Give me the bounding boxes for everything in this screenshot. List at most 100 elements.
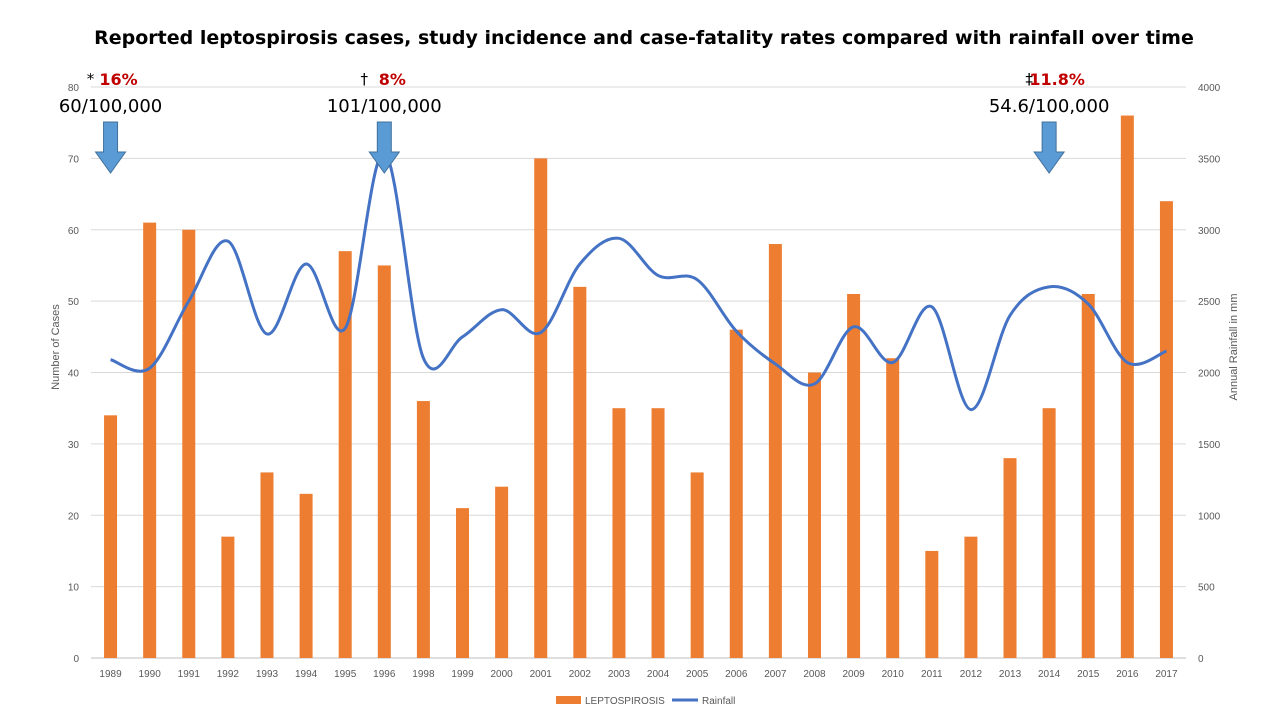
annotation-incidence: 60/100,000 bbox=[59, 96, 162, 117]
rainfall-line bbox=[110, 151, 1168, 412]
x-tick-label: 2016 bbox=[1116, 669, 1139, 680]
bar bbox=[1042, 408, 1056, 658]
x-tick-label: 2006 bbox=[725, 669, 748, 680]
legend: LEPTOSPIROSIS Rainfall bbox=[556, 696, 735, 707]
x-tick-label: 1990 bbox=[139, 669, 162, 680]
chart-title: Reported leptospirosis cases, study inci… bbox=[94, 27, 1194, 49]
annotation-symbol: † bbox=[361, 70, 369, 88]
bar bbox=[612, 408, 626, 658]
bar bbox=[104, 415, 118, 658]
y2-tick-label: 0 bbox=[1198, 654, 1204, 665]
x-tick-label: 2012 bbox=[960, 669, 983, 680]
y-tick-label: 70 bbox=[68, 154, 80, 165]
annotation-symbol: * bbox=[87, 70, 95, 88]
bar bbox=[729, 329, 743, 658]
bar bbox=[768, 244, 782, 658]
bar bbox=[925, 550, 939, 658]
bar bbox=[886, 358, 900, 658]
y-tick-label: 40 bbox=[68, 369, 80, 380]
bar bbox=[143, 222, 157, 659]
annotation-incidence: 54.6/100,000 bbox=[989, 96, 1110, 117]
x-tick-label: 1999 bbox=[451, 669, 474, 680]
x-tick-label: 1996 bbox=[373, 669, 396, 680]
x-tick-label: 2000 bbox=[491, 669, 514, 680]
bar-series bbox=[104, 115, 1173, 659]
bar bbox=[573, 286, 587, 658]
y-tick-label: 0 bbox=[73, 654, 79, 665]
bar bbox=[1003, 458, 1017, 658]
x-tick-label: 1995 bbox=[334, 669, 357, 680]
x-tick-label: 2003 bbox=[608, 669, 631, 680]
x-tick-label: 1994 bbox=[295, 669, 318, 680]
y-tick-label: 80 bbox=[68, 83, 80, 94]
down-arrow-icon bbox=[368, 121, 401, 174]
y2-tick-label: 3500 bbox=[1198, 154, 1221, 165]
bar bbox=[1081, 293, 1095, 658]
y2-axis-title: Annual Rainfall in mm bbox=[1228, 294, 1240, 401]
bar bbox=[1159, 201, 1173, 658]
y-tick-label: 60 bbox=[68, 226, 80, 237]
y2-tick-label: 1000 bbox=[1198, 511, 1221, 522]
y2-tick-label: 2000 bbox=[1198, 369, 1221, 380]
bar bbox=[690, 472, 704, 658]
annotations: * 16% 60/100,000 † 8% 101/100,000 ‡11.8% 54.6/1… bbox=[59, 70, 1110, 174]
bar bbox=[1120, 115, 1134, 659]
bar bbox=[182, 229, 196, 658]
y2-tick-label: 4000 bbox=[1198, 83, 1221, 94]
x-tick-label: 2017 bbox=[1155, 669, 1178, 680]
x-tick-label: 2010 bbox=[882, 669, 905, 680]
bar bbox=[260, 472, 274, 658]
y-tick-label: 50 bbox=[68, 297, 80, 308]
line-series bbox=[110, 151, 1168, 412]
x-tick-label: 2004 bbox=[647, 669, 670, 680]
annotation: * 16% 60/100,000 bbox=[59, 70, 162, 174]
annotation-cfr: 11.8% bbox=[1029, 70, 1085, 89]
legend-swatch-bars bbox=[556, 696, 581, 704]
legend-label-bars: LEPTOSPIROSIS bbox=[585, 696, 665, 707]
annotation: ‡11.8% 54.6/100,000 bbox=[989, 70, 1110, 174]
x-tick-label: 1998 bbox=[412, 669, 435, 680]
bar bbox=[338, 251, 352, 658]
x-tick-label: 1991 bbox=[178, 669, 201, 680]
x-tick-label: 2008 bbox=[803, 669, 826, 680]
x-tick-label: 2007 bbox=[764, 669, 787, 680]
x-tick-label: 2005 bbox=[686, 669, 709, 680]
bar bbox=[964, 536, 978, 658]
y-tick-label: 10 bbox=[68, 583, 80, 594]
bar bbox=[299, 493, 313, 658]
y2-tick-label: 2500 bbox=[1198, 297, 1221, 308]
axes: 0 10 20 30 40 50 60 70 80 0 500 1000 1500 2000 2500 300… bbox=[68, 83, 1221, 680]
bar bbox=[534, 158, 548, 658]
x-tick-label: 2011 bbox=[921, 669, 943, 680]
x-tick-label: 2002 bbox=[569, 669, 592, 680]
x-tick-label: 1993 bbox=[256, 669, 279, 680]
legend-label-line: Rainfall bbox=[702, 696, 735, 707]
y2-tick-label: 500 bbox=[1198, 583, 1215, 594]
y-axis-title: Number of Cases bbox=[50, 304, 62, 390]
x-tick-label: 1992 bbox=[217, 669, 240, 680]
x-tick-label: 2009 bbox=[842, 669, 865, 680]
bar bbox=[847, 293, 861, 658]
bar bbox=[807, 372, 821, 658]
x-tick-label: 2015 bbox=[1077, 669, 1100, 680]
x-tick-label: 2001 bbox=[530, 669, 553, 680]
annotation: † 8% 101/100,000 bbox=[327, 70, 442, 174]
annotation-symbol: ‡ bbox=[1025, 70, 1033, 88]
annotation-cfr: 8% bbox=[379, 70, 406, 89]
gridlines bbox=[91, 86, 1186, 659]
x-tick-label: 2014 bbox=[1038, 669, 1061, 680]
y2-tick-label: 1500 bbox=[1198, 440, 1221, 451]
bar bbox=[416, 401, 430, 658]
y2-tick-label: 3000 bbox=[1198, 226, 1221, 237]
annotation-cfr: 16% bbox=[99, 70, 137, 89]
x-tick-label: 1989 bbox=[99, 669, 122, 680]
bar bbox=[651, 408, 665, 658]
y-tick-label: 30 bbox=[68, 440, 80, 451]
bar bbox=[221, 536, 235, 658]
bar bbox=[495, 486, 509, 658]
bar bbox=[377, 265, 391, 658]
down-arrow-icon bbox=[1033, 121, 1066, 174]
x-tick-label: 2013 bbox=[999, 669, 1022, 680]
down-arrow-icon bbox=[94, 121, 127, 174]
annotation-incidence: 101/100,000 bbox=[327, 96, 442, 117]
